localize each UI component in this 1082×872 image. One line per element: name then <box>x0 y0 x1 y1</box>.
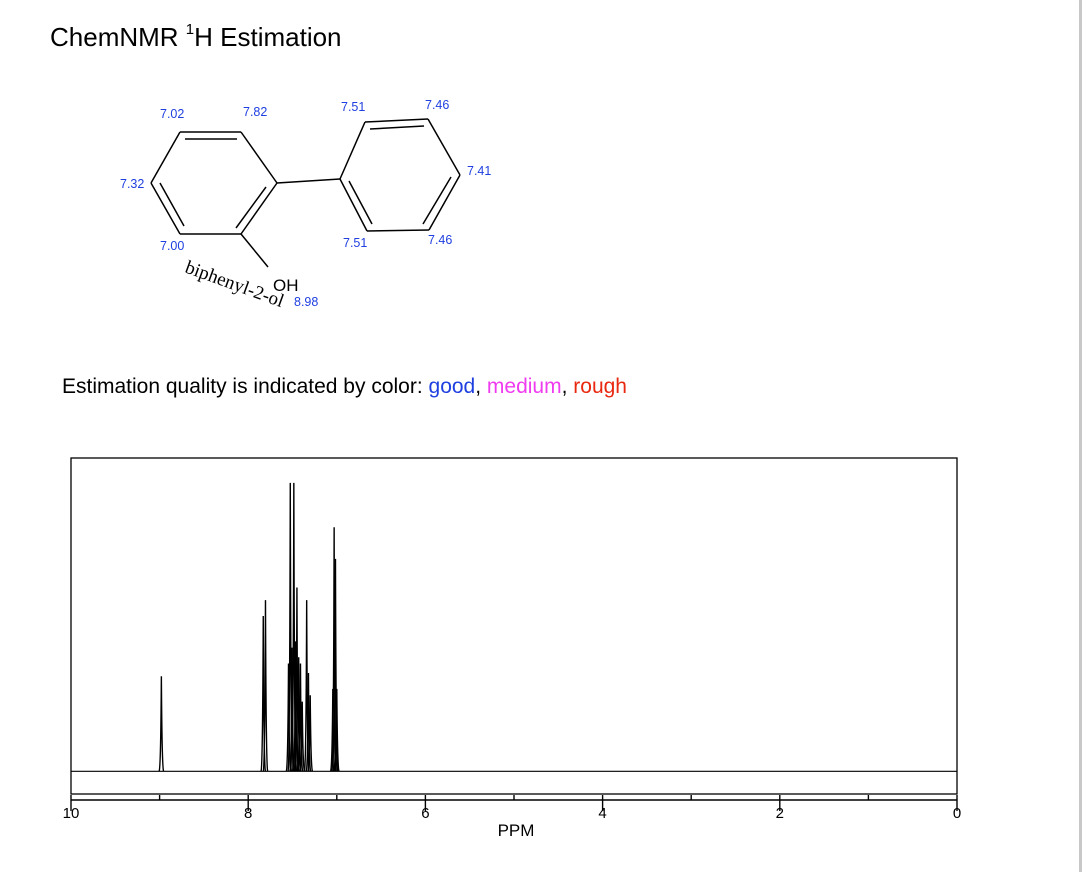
spectrum-peak <box>285 663 292 772</box>
bond <box>240 182 278 235</box>
spectrum-peak <box>299 701 306 772</box>
hydroxyl-label: OH <box>273 276 299 295</box>
quality-rough: rough <box>573 375 627 398</box>
shift-meta: 7.46 <box>425 98 449 112</box>
page-title-rest: H Estimation <box>194 22 342 52</box>
x-tick-label: 0 <box>953 805 961 822</box>
spectrum-peak <box>289 647 295 772</box>
page-title: ChemNMR 1H Estimation <box>50 21 342 53</box>
quality-legend: Estimation quality is indicated by color… <box>62 375 627 399</box>
bond-inner <box>369 125 425 130</box>
bond <box>366 229 430 232</box>
x-tick-label: 8 <box>244 805 252 822</box>
quality-prefix: Estimation quality is indicated by color… <box>62 375 429 398</box>
shift-para: 7.41 <box>467 164 491 178</box>
bond <box>428 174 461 231</box>
spectrum-peak <box>333 688 340 772</box>
quality-good: good <box>428 375 476 398</box>
x-axis-title: PPM <box>498 821 535 840</box>
shift-ortho: 7.51 <box>341 100 365 114</box>
spectrum-peak <box>332 558 339 772</box>
shift-h3: 7.02 <box>160 107 184 121</box>
shift-h2: 7.00 <box>160 239 184 253</box>
molecule-structure: OH 7.02 7.82 7.32 7.00 8.98 7.51 7.46 7.… <box>120 98 491 312</box>
quality-medium: medium <box>486 375 562 398</box>
bond-inner <box>422 176 452 225</box>
shift-meta-2: 7.46 <box>428 233 452 247</box>
bond-co <box>240 233 269 268</box>
page-title-main: ChemNMR <box>50 22 186 52</box>
spectrum-peak <box>307 695 314 772</box>
x-tick-label: 10 <box>63 805 80 822</box>
spectrum-peak <box>295 657 302 772</box>
x-tick-label: 4 <box>598 805 606 822</box>
peak-layer <box>71 482 957 772</box>
spectrum-peak <box>262 600 269 772</box>
shift-ortho-2: 7.51 <box>343 236 367 250</box>
x-tick-label: 2 <box>776 805 784 822</box>
shift-h4: 7.32 <box>120 177 144 191</box>
window-edge <box>1079 0 1082 872</box>
bond <box>427 118 461 176</box>
shift-oh: 8.98 <box>294 295 318 309</box>
quality-sep-1: , <box>475 375 487 398</box>
bond-inner <box>235 186 267 229</box>
bond <box>276 178 341 184</box>
spectrum-peak <box>158 676 165 772</box>
x-tick-label: 6 <box>421 805 429 822</box>
bond-inner <box>159 182 185 227</box>
page-title-superscript: 1 <box>185 21 195 39</box>
bond <box>240 131 278 184</box>
bond <box>339 178 368 232</box>
bond <box>150 131 181 184</box>
shift-h6: 7.82 <box>243 105 267 119</box>
bond <box>150 182 181 235</box>
bond <box>364 118 429 123</box>
tick-layer: 10 8 6 4 2 0 <box>63 795 961 822</box>
plot-frame <box>70 457 958 795</box>
bond-inner <box>348 180 373 225</box>
bond <box>339 121 366 180</box>
spectrum-peak <box>305 673 312 772</box>
quality-sep-2: , <box>561 375 574 398</box>
